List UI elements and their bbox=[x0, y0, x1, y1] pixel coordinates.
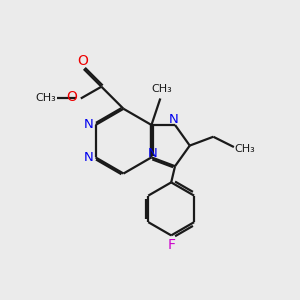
Text: N: N bbox=[84, 151, 94, 164]
Text: N: N bbox=[84, 118, 94, 131]
Text: CH₃: CH₃ bbox=[235, 143, 256, 154]
Text: N: N bbox=[148, 147, 158, 160]
Text: O: O bbox=[67, 90, 77, 104]
Text: F: F bbox=[167, 238, 175, 252]
Text: N: N bbox=[169, 113, 178, 126]
Text: O: O bbox=[78, 54, 88, 68]
Text: CH₃: CH₃ bbox=[36, 94, 56, 103]
Text: CH₃: CH₃ bbox=[152, 84, 172, 94]
